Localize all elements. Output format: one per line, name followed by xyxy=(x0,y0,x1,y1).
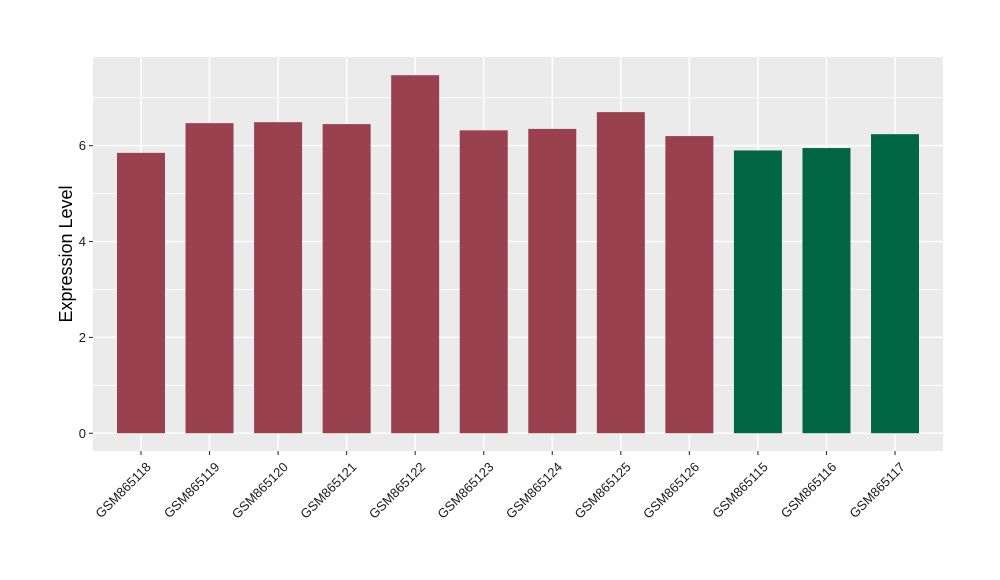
x-tick-label: GSM865120 xyxy=(229,459,291,521)
bar-GSM865117 xyxy=(871,134,920,434)
x-tick-label: GSM865118 xyxy=(92,459,154,521)
x-axis: GSM865118 GSM865119 GSM865120 GSM865121 GSM8… xyxy=(92,451,908,522)
bar-GSM865118 xyxy=(116,152,165,434)
bar-GSM865126 xyxy=(665,136,714,434)
bar-GSM865120 xyxy=(254,122,303,434)
bar-GSM865124 xyxy=(528,128,577,434)
grid-minor xyxy=(93,97,943,386)
bar-GSM865125 xyxy=(596,112,645,434)
x-tick-label: GSM865115 xyxy=(709,459,771,521)
x-tick-label: GSM865124 xyxy=(503,459,565,521)
y-tick-label: 0 xyxy=(79,426,86,441)
x-tick-label: GSM865121 xyxy=(297,459,359,521)
bar-GSM865115 xyxy=(733,150,782,434)
x-tick-label: GSM865117 xyxy=(846,459,908,521)
bar-GSM865119 xyxy=(185,123,234,434)
y-tick-label: 4 xyxy=(79,234,86,249)
bars xyxy=(116,75,920,434)
x-tick-label: GSM865126 xyxy=(640,459,702,521)
x-tick-label: GSM865123 xyxy=(434,459,496,521)
y-axis: 0 2 4 6 xyxy=(79,138,93,441)
bar-GSM865121 xyxy=(322,124,371,434)
x-tick-label: GSM865116 xyxy=(778,459,840,521)
x-tick-label: GSM865119 xyxy=(161,459,223,521)
y-axis-title: Expression Level xyxy=(56,185,76,322)
y-tick-label: 2 xyxy=(79,330,86,345)
x-tick-label: GSM865122 xyxy=(366,459,428,521)
bar-GSM865122 xyxy=(391,75,440,434)
x-tick-label: GSM865125 xyxy=(572,459,634,521)
bar-GSM865123 xyxy=(459,130,508,434)
bar-GSM865116 xyxy=(802,148,851,434)
y-tick-label: 6 xyxy=(79,138,86,153)
